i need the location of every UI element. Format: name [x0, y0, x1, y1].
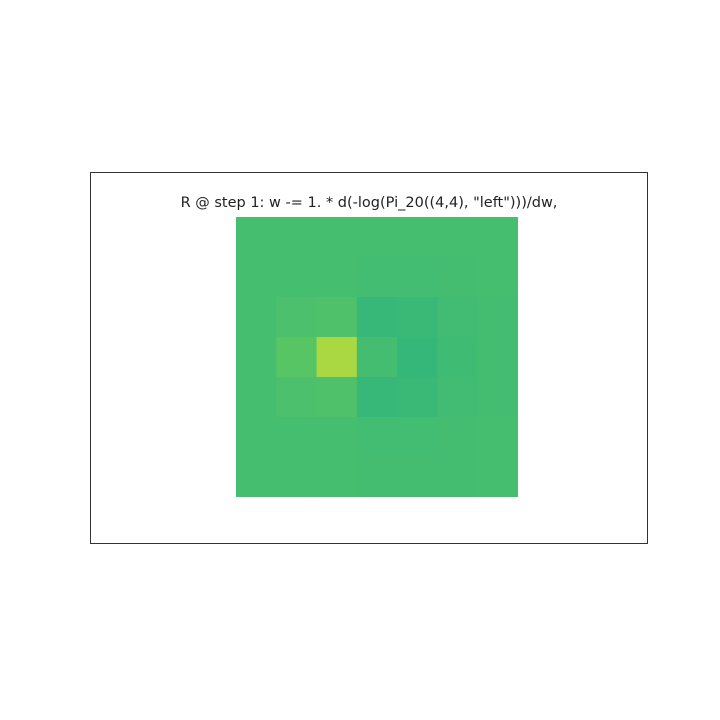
heatmap-cell-r5-c1: [276, 417, 318, 458]
heatmap-cell-r2-c0: [236, 297, 277, 338]
chart-title: R @ step 1: w -= 1. * d(-log(Pi_20((4,4)…: [180, 195, 558, 211]
heatmap-cell-r5-c2: [316, 417, 358, 458]
heatmap-cell-r0-c5: [437, 217, 479, 258]
heatmap-cell-r0-c1: [276, 217, 318, 258]
heatmap-cell-r4-c6: [477, 377, 518, 418]
heatmap-cell-r5-c5: [437, 417, 479, 458]
heatmap-cell-r3-c0: [236, 337, 277, 378]
heatmap-cell-r0-c6: [477, 217, 518, 258]
heatmap-cell-r4-c3: [356, 377, 398, 418]
heatmap-cell-r3-c4: [397, 337, 439, 378]
heatmap-cell-r2-c5: [437, 297, 479, 338]
heatmap-cell-r1-c0: [236, 257, 277, 298]
heatmap-cell-r5-c6: [477, 417, 518, 458]
heatmap: [236, 217, 518, 497]
heatmap-cell-r2-c6: [477, 297, 518, 338]
heatmap-cell-r1-c4: [397, 257, 439, 298]
heatmap-cell-r1-c3: [356, 257, 398, 298]
heatmap-cell-r0-c2: [316, 217, 358, 258]
heatmap-cell-r6-c3: [356, 457, 398, 497]
heatmap-cell-r6-c6: [477, 457, 518, 497]
heatmap-cell-r6-c5: [437, 457, 479, 497]
heatmap-cell-r6-c0: [236, 457, 277, 497]
heatmap-cell-r3-c6: [477, 337, 518, 378]
heatmap-cell-r1-c1: [276, 257, 318, 298]
heatmap-cell-r4-c2: [316, 377, 358, 418]
heatmap-cell-r1-c5: [437, 257, 479, 298]
heatmap-cell-r3-c5: [437, 337, 479, 378]
heatmap-cell-r4-c5: [437, 377, 479, 418]
heatmap-cell-r0-c0: [236, 217, 277, 258]
heatmap-cell-r4-c1: [276, 377, 318, 418]
heatmap-cell-r0-c4: [397, 217, 439, 258]
heatmap-cell-r2-c4: [397, 297, 439, 338]
heatmap-cell-r6-c2: [316, 457, 358, 497]
heatmap-cell-r3-c2: [316, 337, 358, 378]
heatmap-cell-r6-c4: [397, 457, 439, 497]
heatmap-cell-r2-c3: [356, 297, 398, 338]
heatmap-cell-r6-c1: [276, 457, 318, 497]
heatmap-cell-r3-c1: [276, 337, 318, 378]
heatmap-cell-r0-c3: [356, 217, 398, 258]
heatmap-cell-r2-c2: [316, 297, 358, 338]
heatmap-cell-r1-c2: [316, 257, 358, 298]
heatmap-cell-r4-c0: [236, 377, 277, 418]
heatmap-cell-r1-c6: [477, 257, 518, 298]
heatmap-cell-r5-c3: [356, 417, 398, 458]
heatmap-cell-r5-c0: [236, 417, 277, 458]
figure-frame: R @ step 1: w -= 1. * d(-log(Pi_20((4,4)…: [90, 172, 648, 544]
heatmap-cell-r2-c1: [276, 297, 318, 338]
heatmap-cell-r4-c4: [397, 377, 439, 418]
heatmap-cell-r3-c3: [356, 337, 398, 378]
heatmap-cell-r5-c4: [397, 417, 439, 458]
